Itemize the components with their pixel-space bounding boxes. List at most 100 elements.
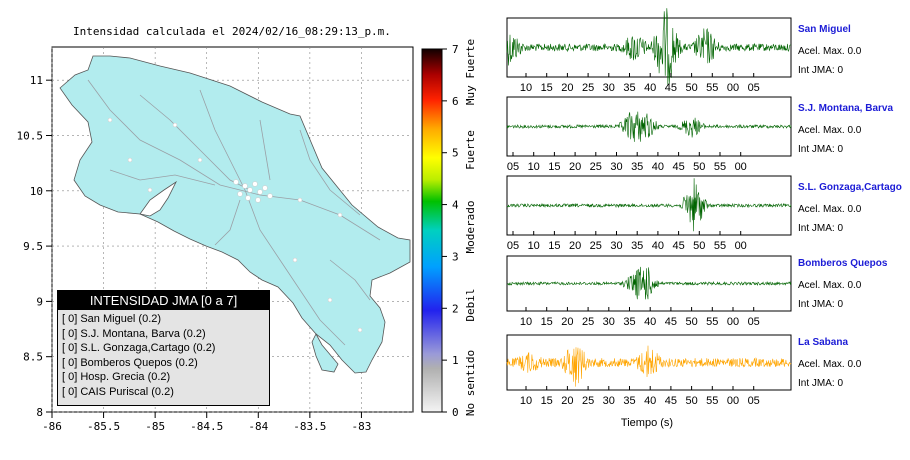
- time-tick-label: 40: [644, 316, 656, 328]
- time-tick-label: 05: [748, 395, 760, 407]
- colorbar-label: Debil: [464, 288, 477, 321]
- map-y-axis: 11 10.5 10 9.5 9 8.5 8: [17, 74, 52, 419]
- time-tick-label: 35: [623, 395, 635, 407]
- colorbar-tick-label: 2: [452, 302, 459, 315]
- map-y-tick-label: 9.5: [23, 240, 43, 253]
- time-tick-label: 40: [644, 395, 656, 407]
- waveform-trace: [506, 266, 792, 300]
- time-tick-label: 10: [528, 161, 540, 173]
- map-title: Intensidad calculada el 2024/02/16_08:29…: [73, 25, 391, 38]
- station-name: S.J. Montana, Barva: [798, 103, 894, 114]
- time-tick-label: 50: [685, 316, 697, 328]
- station-name: La Sabana: [798, 337, 849, 348]
- waveform-trace: [506, 8, 792, 86]
- intensity-legend: INTENSIDAD JMA [0 a 7] [ 0] San Miguel (…: [57, 290, 270, 406]
- time-tick-label: 10: [528, 240, 540, 252]
- time-tick-label: 55: [714, 240, 726, 252]
- colorbar-tick-label: 4: [452, 199, 459, 212]
- time-tick-label: 00: [735, 240, 747, 252]
- time-tick-label: 25: [582, 395, 594, 407]
- map-x-tick-label: -85.5: [87, 420, 120, 433]
- time-tick-label: 35: [631, 161, 643, 173]
- map-x-tick-label: -84.5: [190, 420, 223, 433]
- station-intensity: Int JMA: 0: [798, 299, 844, 310]
- legend-items: [ 0] San Miguel (0.2) [ 0] S.J. Montana,…: [58, 310, 269, 400]
- time-tick-label: 55: [706, 316, 718, 328]
- time-tick-label: 15: [541, 395, 553, 407]
- time-tick-label: 50: [693, 240, 705, 252]
- time-tick-label: 05: [507, 161, 519, 173]
- map-y-tick-label: 11: [30, 74, 43, 87]
- time-tick-label: 00: [735, 161, 747, 173]
- time-tick-label: 40: [652, 161, 664, 173]
- time-tick-label: 30: [610, 161, 622, 173]
- colorbar-ticks: 0 1 2 3 4 5 6 7: [442, 43, 459, 419]
- time-tick-label: 45: [672, 161, 684, 173]
- time-tick-label: 20: [569, 161, 581, 173]
- map-y-tick-label: 10: [30, 185, 43, 198]
- legend-item: [ 0] Bomberos Quepos (0.2): [62, 356, 198, 369]
- time-tick-label: 35: [623, 82, 635, 94]
- waveform-trace: [506, 178, 792, 232]
- station-intensity: Int JMA: 0: [798, 378, 844, 389]
- time-tick-label: 25: [590, 161, 602, 173]
- station-name: San Miguel: [798, 24, 851, 35]
- time-tick-label: 30: [603, 395, 615, 407]
- map-y-tick-label: 8: [36, 406, 43, 419]
- station-accel: Acel. Max. 0.0: [798, 280, 862, 291]
- time-tick-label: 30: [603, 316, 615, 328]
- osa-peninsula: [311, 333, 339, 373]
- legend-item: [ 0] Hosp. Grecia (0.2): [62, 371, 171, 384]
- map-x-axis: -86 -85.5 -85 -84.5 -84 -83.5 -83: [42, 412, 371, 433]
- station-intensity: Int JMA: 0: [798, 223, 844, 234]
- time-tick-label: 05: [748, 82, 760, 94]
- station-accel: Acel. Max. 0.0: [798, 359, 862, 370]
- colorbar-tick-label: 7: [452, 43, 459, 56]
- map-y-tick-label: 10.5: [17, 129, 44, 142]
- colorbar-labels: No sentido Debil Moderado Fuerte Muy Fuerte: [464, 39, 477, 416]
- colorbar-tick-label: 3: [452, 250, 459, 263]
- colorbar: [421, 48, 443, 413]
- time-tick-label: 55: [706, 395, 718, 407]
- time-tick-label: 35: [631, 240, 643, 252]
- legend-item: [ 0] S.J. Montana, Barva (0.2): [62, 327, 206, 340]
- station-accel: Acel. Max. 0.0: [798, 204, 862, 215]
- time-tick-label: 35: [623, 316, 635, 328]
- time-tick-label: 20: [561, 395, 573, 407]
- map-x-tick-label: -86: [42, 420, 62, 433]
- station-markers: [107, 117, 363, 333]
- time-tick-label: 10: [520, 395, 532, 407]
- time-tick-label: 50: [685, 82, 697, 94]
- time-tick-label: 25: [582, 82, 594, 94]
- time-tick-label: 05: [507, 240, 519, 252]
- time-tick-label: 50: [685, 395, 697, 407]
- colorbar-label: No sentido: [464, 350, 477, 416]
- time-tick-label: 45: [665, 316, 677, 328]
- time-tick-label: 15: [548, 240, 560, 252]
- waveform-panels: 10 15 20 25 30 35 40 45 50 55 00 05 05 10 15 20 25 30 35 40…: [506, 8, 792, 407]
- time-tick-label: 20: [561, 82, 573, 94]
- time-tick-label: 55: [706, 82, 718, 94]
- time-axis-label: Tiempo (s): [621, 417, 673, 429]
- map-y-tick-label: 9: [36, 295, 43, 308]
- station-accel: Acel. Max. 0.0: [798, 125, 862, 136]
- station-intensity: Int JMA: 0: [798, 144, 844, 155]
- legend-item: [ 0] S.L. Gonzaga,Cartago (0.2): [62, 342, 216, 355]
- time-tick-label: 15: [541, 82, 553, 94]
- time-tick-label: 45: [672, 240, 684, 252]
- legend-item: [ 0] San Miguel (0.2): [62, 313, 162, 325]
- colorbar-tick-label: 5: [452, 147, 459, 160]
- colorbar-label: Fuerte: [464, 130, 477, 170]
- colorbar-tick-label: 0: [452, 406, 459, 419]
- time-tick-label: 15: [548, 161, 560, 173]
- time-tick-label: 45: [665, 82, 677, 94]
- station-accel: Acel. Max. 0.0: [798, 46, 862, 57]
- map-x-tick-label: -84: [248, 420, 268, 433]
- waveform-trace: [506, 111, 792, 142]
- time-tick-label: 00: [727, 82, 739, 94]
- time-tick-label: 00: [727, 395, 739, 407]
- station-intensity: Int JMA: 0: [798, 65, 844, 76]
- time-tick-label: 45: [665, 395, 677, 407]
